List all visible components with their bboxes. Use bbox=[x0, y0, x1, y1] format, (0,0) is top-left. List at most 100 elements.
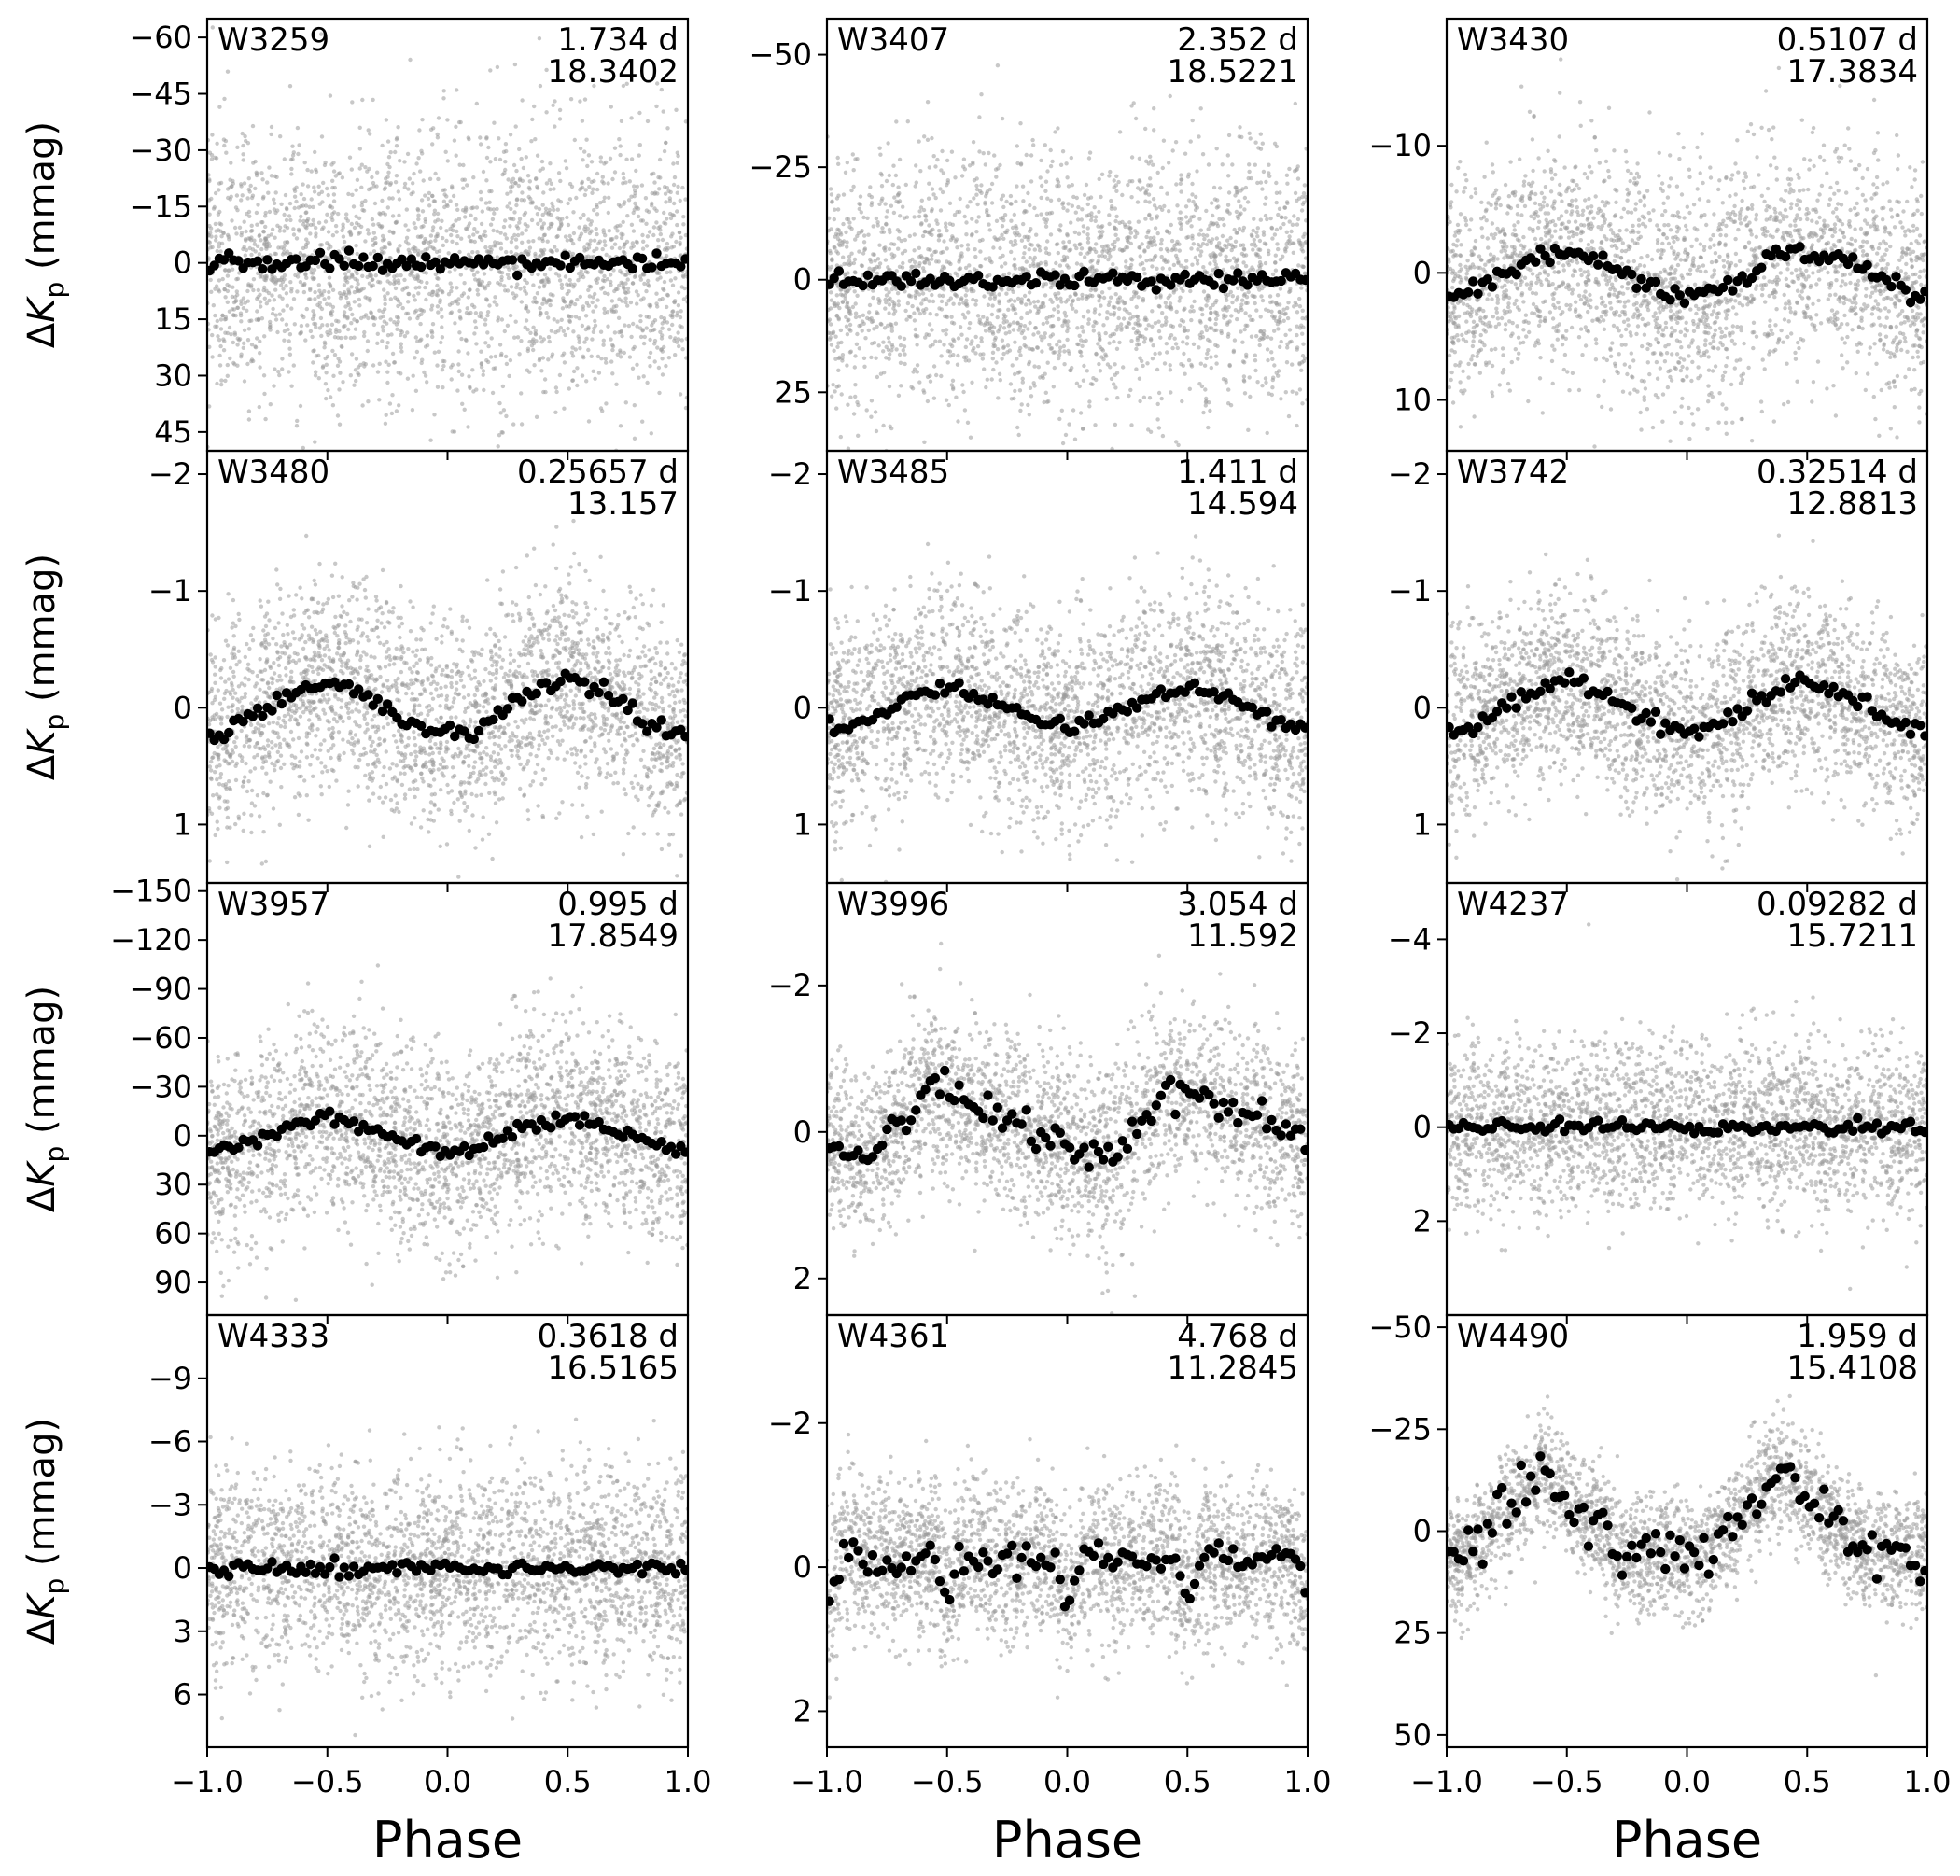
raw-point bbox=[1015, 184, 1019, 189]
raw-point bbox=[995, 63, 1001, 68]
raw-point bbox=[1279, 339, 1283, 344]
raw-point bbox=[399, 273, 403, 278]
raw-point bbox=[1247, 314, 1253, 318]
raw-point bbox=[1026, 402, 1030, 408]
raw-point bbox=[1089, 217, 1094, 223]
raw-point bbox=[904, 285, 910, 289]
raw-point bbox=[891, 312, 896, 316]
raw-point bbox=[257, 252, 261, 257]
raw-point bbox=[299, 214, 303, 219]
raw-point bbox=[591, 329, 596, 334]
raw-point bbox=[1098, 295, 1102, 300]
raw-point bbox=[1144, 317, 1149, 322]
raw-point bbox=[1105, 310, 1110, 315]
raw-point bbox=[1103, 330, 1108, 336]
raw-point bbox=[383, 297, 387, 301]
raw-point bbox=[398, 301, 403, 307]
raw-point bbox=[1075, 217, 1081, 222]
raw-point bbox=[1226, 133, 1232, 138]
raw-point bbox=[1140, 242, 1144, 246]
raw-point bbox=[225, 69, 231, 74]
raw-point bbox=[231, 307, 237, 312]
raw-point bbox=[214, 234, 218, 239]
raw-point bbox=[1272, 232, 1278, 237]
raw-point bbox=[510, 235, 514, 241]
raw-point bbox=[1099, 290, 1105, 295]
raw-point bbox=[1113, 422, 1118, 427]
raw-point bbox=[269, 174, 274, 178]
raw-point bbox=[433, 238, 438, 243]
raw-point bbox=[891, 210, 897, 216]
raw-point bbox=[1296, 263, 1301, 268]
raw-point bbox=[287, 346, 292, 351]
raw-point bbox=[858, 194, 863, 199]
raw-point bbox=[396, 248, 400, 253]
raw-point bbox=[1127, 321, 1132, 326]
raw-point bbox=[285, 303, 289, 308]
raw-point bbox=[590, 300, 595, 305]
raw-point bbox=[555, 207, 560, 212]
raw-point bbox=[249, 223, 254, 228]
raw-point bbox=[407, 250, 412, 256]
raw-point bbox=[329, 322, 335, 327]
raw-point bbox=[1136, 317, 1141, 323]
raw-point bbox=[1001, 326, 1007, 330]
raw-point bbox=[945, 360, 950, 365]
raw-point bbox=[349, 352, 355, 357]
raw-point bbox=[581, 354, 585, 358]
raw-point bbox=[938, 187, 943, 191]
raw-point bbox=[1009, 218, 1014, 223]
raw-point bbox=[1097, 230, 1102, 234]
raw-point bbox=[615, 287, 620, 291]
raw-point bbox=[259, 316, 265, 321]
raw-point bbox=[430, 142, 435, 147]
raw-point bbox=[836, 161, 841, 166]
raw-point bbox=[626, 323, 632, 329]
raw-point bbox=[1263, 260, 1268, 266]
raw-point bbox=[1295, 310, 1300, 315]
binned-point bbox=[224, 248, 234, 259]
raw-point bbox=[1258, 180, 1264, 185]
raw-point bbox=[439, 340, 443, 345]
raw-point bbox=[289, 172, 294, 176]
raw-point bbox=[1170, 345, 1175, 351]
raw-point bbox=[232, 225, 238, 231]
raw-point bbox=[1282, 312, 1287, 316]
raw-point bbox=[990, 478, 994, 482]
raw-point bbox=[1197, 134, 1201, 139]
raw-point bbox=[985, 319, 989, 324]
raw-point bbox=[972, 196, 976, 201]
raw-point bbox=[1268, 300, 1273, 305]
raw-point bbox=[1034, 232, 1039, 237]
raw-point bbox=[618, 355, 623, 359]
raw-point bbox=[649, 431, 653, 436]
raw-point bbox=[1204, 208, 1209, 214]
raw-point bbox=[1065, 329, 1070, 334]
raw-point bbox=[329, 205, 335, 210]
raw-point bbox=[867, 302, 873, 308]
raw-point bbox=[271, 306, 275, 312]
raw-point bbox=[671, 182, 677, 188]
raw-point bbox=[1061, 343, 1067, 349]
raw-point bbox=[1144, 259, 1149, 263]
raw-point bbox=[428, 438, 433, 442]
raw-point bbox=[1111, 262, 1115, 267]
raw-point bbox=[1106, 302, 1112, 308]
raw-point bbox=[919, 301, 924, 306]
raw-point bbox=[316, 283, 321, 287]
raw-point bbox=[1001, 193, 1006, 198]
raw-point bbox=[441, 199, 447, 203]
raw-point bbox=[1230, 294, 1236, 299]
raw-point bbox=[501, 408, 507, 413]
raw-point bbox=[229, 332, 233, 337]
raw-point bbox=[1290, 222, 1295, 227]
raw-point bbox=[903, 237, 907, 243]
raw-point bbox=[1303, 194, 1308, 200]
raw-point bbox=[595, 276, 600, 281]
raw-point bbox=[654, 208, 659, 213]
raw-point bbox=[1053, 130, 1057, 134]
raw-point bbox=[497, 433, 502, 438]
raw-point bbox=[414, 349, 420, 355]
raw-point bbox=[435, 304, 441, 309]
raw-point bbox=[657, 187, 662, 191]
